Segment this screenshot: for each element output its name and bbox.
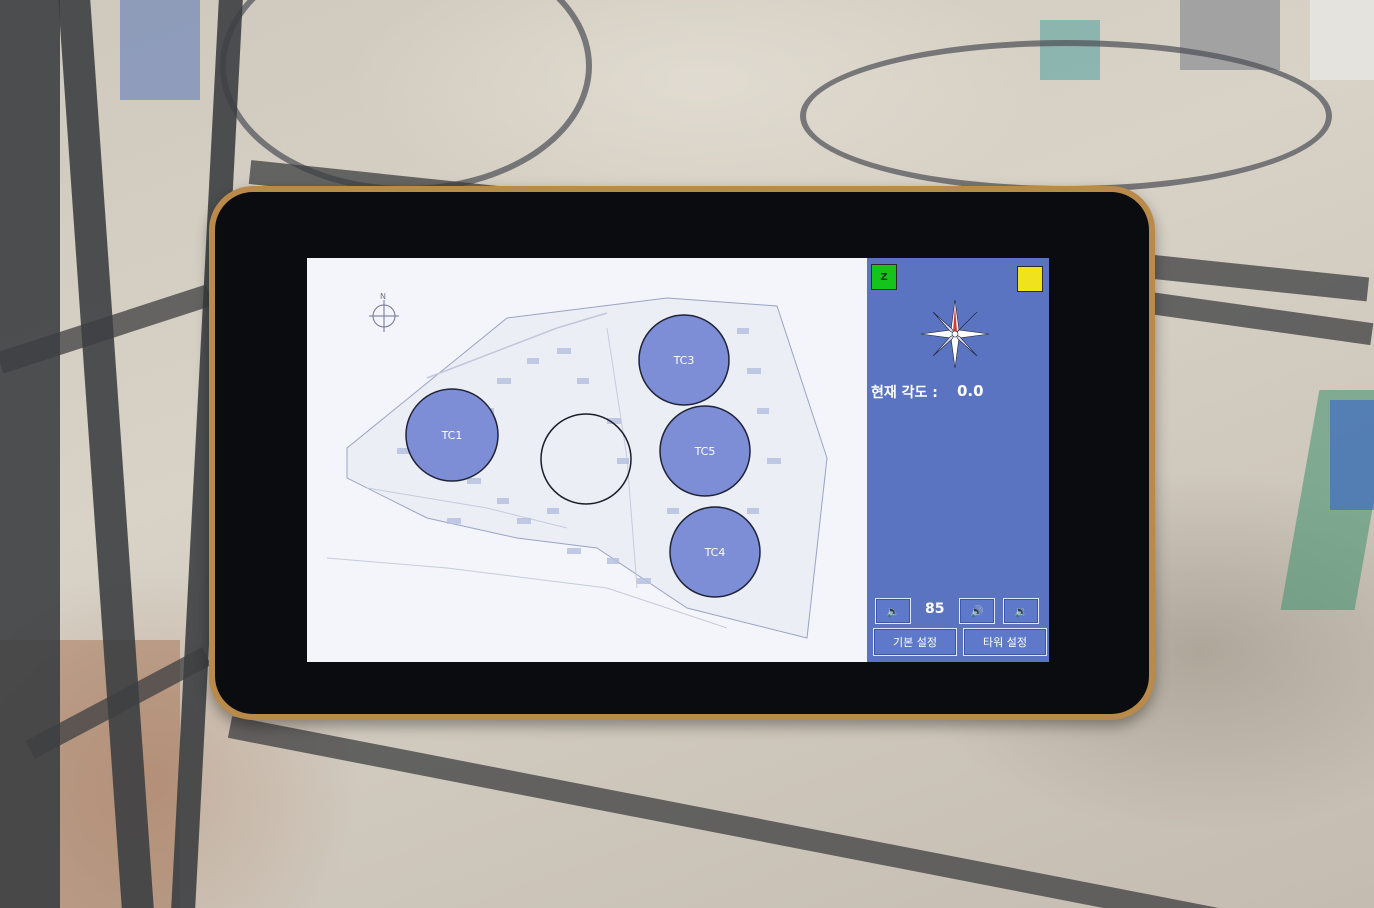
crane-tc5-label: TC5 xyxy=(694,445,716,458)
speaker-low-icon: 🔈 xyxy=(886,604,900,618)
status-badge[interactable] xyxy=(1017,266,1043,292)
volume-up-button[interactable]: 🔊 xyxy=(959,598,995,624)
control-panel: Z 현재 각도 : 0.0 🔈 85 🔊 🔉 xyxy=(867,258,1049,662)
current-angle-label: 현재 각도 : xyxy=(871,385,938,401)
crane-tc4-label: TC4 xyxy=(704,546,726,559)
site-map-drawing: N TC1 TC3 TC5 TC4 xyxy=(326,292,828,639)
basic-settings-button[interactable]: 기본 설정 xyxy=(873,628,957,656)
site-container xyxy=(1310,0,1374,80)
screen: N TC1 TC3 TC5 TC4 Z xyxy=(307,258,1049,662)
selected-crane-outline[interactable] xyxy=(540,413,632,505)
zone-badge[interactable]: Z xyxy=(871,264,897,290)
window-frame xyxy=(0,0,60,908)
crane-tc5[interactable]: TC5 xyxy=(659,405,751,497)
north-arrow-icon xyxy=(369,300,399,332)
crane-tc1[interactable]: TC1 xyxy=(405,388,499,482)
speaker-high-icon: 🔊 xyxy=(970,604,984,618)
crane-tc3-label: TC3 xyxy=(673,354,695,367)
site-map[interactable]: N TC1 TC3 TC5 TC4 xyxy=(307,258,865,662)
speaker-settings-icon: 🔉 xyxy=(1014,604,1028,618)
crane-tc1-label: TC1 xyxy=(441,429,463,442)
blue-tarp xyxy=(120,0,200,100)
compass-rose-icon xyxy=(920,299,990,369)
tower-settings-button[interactable]: 타워 설정 xyxy=(963,628,1047,656)
crane-tc4[interactable]: TC4 xyxy=(669,506,761,598)
current-angle-value: 0.0 xyxy=(957,382,984,400)
volume-value: 85 xyxy=(925,601,945,617)
cable-coil xyxy=(800,40,1332,192)
north-label: N xyxy=(380,292,386,301)
volume-down-button[interactable]: 🔈 xyxy=(875,598,911,624)
blue-structure xyxy=(1330,400,1374,510)
volume-settings-button[interactable]: 🔉 xyxy=(1003,598,1039,624)
crane-tc3[interactable]: TC3 xyxy=(638,314,730,406)
